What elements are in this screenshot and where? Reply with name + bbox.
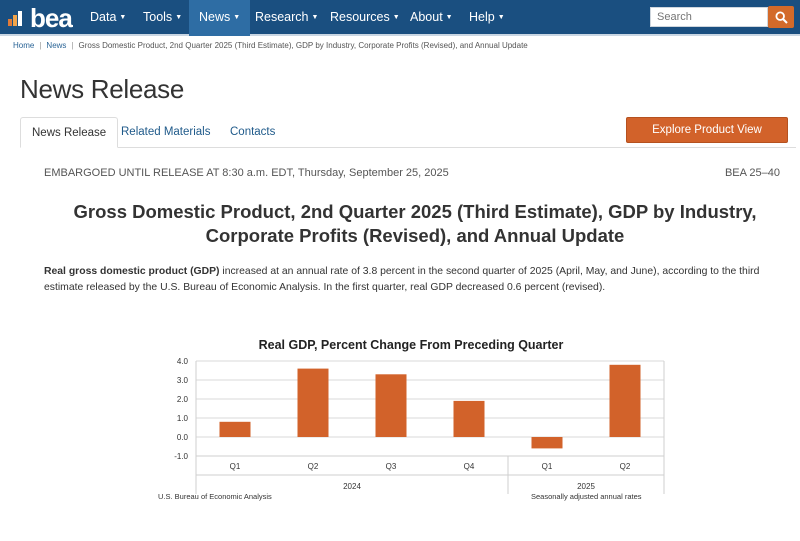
nav-item-resources[interactable]: Resources ▼ [320, 0, 410, 36]
y-tick-label: 0.0 [177, 433, 189, 442]
nav-item-about[interactable]: About ▼ [400, 0, 463, 36]
search-button[interactable] [768, 6, 794, 28]
gdp-chart-svg: 4.0 3.0 2.0 1.0 0.0 -1.0 Q1 Q2 Q3 Q4 Q1 Q2 2024 2025 [174, 357, 665, 494]
y-tick-label: 3.0 [177, 376, 189, 385]
nav-item-label: News [199, 10, 231, 24]
nav-item-research[interactable]: Research ▼ [245, 0, 328, 36]
breadcrumb-current: Gross Domestic Product, 2nd Quarter 2025… [78, 41, 528, 50]
release-headline: Gross Domestic Product, 2nd Quarter 2025… [73, 201, 757, 246]
page-title: News Release [20, 74, 185, 104]
logo-text: bea [30, 3, 73, 33]
x-tick-label: Q2 [620, 462, 631, 471]
gdp-chart: 4.0 3.0 2.0 1.0 0.0 -1.0 Q1 Q2 Q3 Q4 Q1 Q2 2024 2025 … [150, 335, 670, 510]
chart-title: Real GDP, Percent Change From Preceding … [258, 338, 564, 352]
chevron-down-icon: ▼ [392, 13, 400, 21]
bar-4 [531, 437, 563, 449]
chevron-down-icon: ▼ [175, 13, 183, 21]
y-tick-label: 2.0 [177, 395, 189, 404]
chevron-down-icon: ▼ [233, 13, 241, 21]
bar-1 [297, 368, 329, 437]
y-tick-label: 1.0 [177, 414, 189, 423]
chevron-down-icon: ▼ [311, 13, 319, 21]
x-tick-label: Q1 [542, 462, 553, 471]
nav-item-news[interactable]: News ▼ [189, 0, 251, 36]
chart-note: Seasonally adjusted annual rates [531, 492, 642, 501]
nav-item-label: Research [255, 10, 309, 24]
nav-item-label: Help [469, 10, 495, 24]
breadcrumb-separator: | [39, 41, 42, 50]
tab-news-release[interactable]: News Release [20, 117, 119, 148]
y-tick-label: -1.0 [174, 452, 188, 461]
nav-item-label: Resources [330, 10, 390, 24]
embargo-notice: EMBARGOED UNTIL RELEASE AT 8:30 a.m. EDT… [44, 167, 449, 179]
nav-item-help[interactable]: Help ▼ [459, 0, 515, 36]
chevron-down-icon: ▼ [497, 13, 505, 21]
chevron-down-icon: ▼ [445, 13, 453, 21]
bar-3 [453, 400, 485, 437]
x-tick-label: Q1 [230, 462, 241, 471]
nav-item-label: Tools [143, 10, 173, 24]
breadcrumb: Home | News | Gross Domestic Product, 2nd Qu… [13, 41, 528, 50]
chevron-down-icon: ▼ [119, 13, 127, 21]
bar-2 [375, 374, 407, 437]
chart-source: U.S. Bureau of Economic Analysis [158, 492, 272, 501]
nav-item-tools[interactable]: Tools ▼ [133, 0, 192, 36]
breadcrumb-home[interactable]: Home [13, 41, 35, 50]
breadcrumb-news[interactable]: News [46, 41, 67, 50]
search-input[interactable] [650, 7, 768, 27]
lead-bold: Real gross domestic product (GDP) [44, 266, 220, 277]
tab-bar: News Release Related Materials Contacts [20, 117, 796, 148]
logo-bars-icon [8, 8, 28, 28]
y-tick-label: 4.0 [177, 357, 189, 366]
bar-5 [609, 364, 641, 437]
x-tick-label: Q4 [464, 462, 475, 471]
group-label: 2025 [577, 482, 595, 491]
x-tick-label: Q2 [308, 462, 319, 471]
bea-logo[interactable]: bea [8, 4, 80, 32]
tab-related-materials[interactable]: Related Materials [121, 126, 211, 138]
explore-product-view-button[interactable]: Explore Product View [626, 117, 788, 143]
lead-text: increased at an annual rate of 3.8 perce… [44, 266, 760, 293]
group-label: 2024 [343, 482, 361, 491]
tab-contacts[interactable]: Contacts [230, 126, 276, 138]
nav-item-label: Data [90, 10, 117, 24]
breadcrumb-separator: | [71, 41, 74, 50]
release-number: BEA 25–40 [724, 167, 780, 179]
search-icon [774, 10, 788, 24]
nav-item-data[interactable]: Data ▼ [80, 0, 136, 36]
lead-paragraph: Real gross domestic product (GDP) increa… [44, 264, 784, 296]
x-tick-label: Q3 [386, 462, 397, 471]
nav-item-label: About [410, 10, 443, 24]
top-nav: bea Data ▼ Tools ▼ News ▼ Research ▼ Resources ▼ A… [0, 0, 800, 36]
bar-0 [219, 421, 251, 437]
